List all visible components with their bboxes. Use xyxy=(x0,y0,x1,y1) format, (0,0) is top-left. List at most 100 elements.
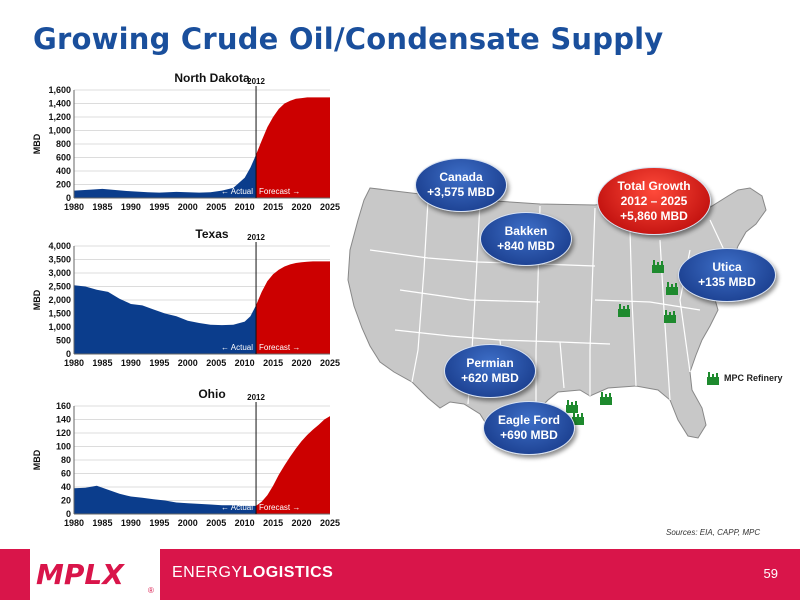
bubble-line: +690 MBD xyxy=(500,428,558,442)
y-tick-label: 3,000 xyxy=(48,268,71,278)
bubble-canada: Canada +3,575 MBD xyxy=(415,158,507,212)
y-tick-label: 4,000 xyxy=(48,241,71,251)
y-tick-label: 500 xyxy=(56,336,71,346)
x-tick-label: 2025 xyxy=(320,518,340,528)
y-tick-label: 1,000 xyxy=(48,126,71,136)
chart-title: North Dakota xyxy=(174,71,250,85)
y-tick-label: 1,000 xyxy=(48,322,71,332)
actual-label: ← Actual xyxy=(221,343,253,352)
y-axis-label: MBD xyxy=(32,133,42,154)
x-tick-label: 1985 xyxy=(92,518,112,528)
bubble-line: Bakken xyxy=(504,224,548,238)
bubble-line: Canada xyxy=(439,170,483,184)
x-tick-label: 2005 xyxy=(206,202,226,212)
marker-label: 2012 xyxy=(247,233,265,242)
bubble-line: +620 MBD xyxy=(461,371,519,385)
forecast-label: Forecast → xyxy=(259,503,300,512)
bubble-eagle-ford: Eagle Ford +690 MBD xyxy=(483,401,575,455)
refinery-icon xyxy=(666,282,678,295)
x-tick-label: 1995 xyxy=(149,518,169,528)
x-tick-label: 2025 xyxy=(320,202,340,212)
svg-text:®: ® xyxy=(148,586,154,595)
y-tick-label: 160 xyxy=(56,401,71,411)
footer-bar: MPLX ® ENERGYLOGISTICS 59 xyxy=(0,549,800,600)
forecast-label: Forecast → xyxy=(259,343,300,352)
footer-tagline: ENERGYLOGISTICS xyxy=(172,564,334,581)
y-tick-label: 2,500 xyxy=(48,282,71,292)
y-tick-label: 0 xyxy=(66,349,71,359)
refinery-icon xyxy=(618,304,630,317)
y-tick-label: 0 xyxy=(66,193,71,203)
y-tick-label: 120 xyxy=(56,428,71,438)
x-tick-label: 1985 xyxy=(92,202,112,212)
y-tick-label: 200 xyxy=(56,180,71,190)
x-tick-label: 2005 xyxy=(206,358,226,368)
x-tick-label: 2010 xyxy=(235,518,255,528)
y-tick-label: 60 xyxy=(61,469,71,479)
marker-label: 2012 xyxy=(247,77,265,86)
forecast-label: Forecast → xyxy=(259,187,300,196)
y-tick-label: 1,400 xyxy=(48,99,71,109)
bubble-line: +840 MBD xyxy=(497,239,555,253)
x-tick-label: 1990 xyxy=(121,202,141,212)
actual-label: ← Actual xyxy=(221,503,253,512)
y-tick-label: 1,500 xyxy=(48,309,71,319)
bubble-line: 2012 – 2025 xyxy=(620,193,688,208)
x-tick-label: 2020 xyxy=(292,358,312,368)
y-tick-label: 1,600 xyxy=(48,85,71,95)
y-tick-label: 20 xyxy=(61,496,71,506)
bubble-utica: Utica +135 MBD xyxy=(678,248,776,302)
bubble-total-growth: Total Growth 2012 – 2025 +5,860 MBD xyxy=(597,167,711,235)
legend-label: MPC Refinery xyxy=(724,373,783,383)
sources-note: Sources: EIA, CAPP, MPC xyxy=(666,528,761,537)
refinery-icon xyxy=(652,260,664,273)
y-tick-label: 80 xyxy=(61,455,71,465)
y-axis-label: MBD xyxy=(32,289,42,310)
x-tick-label: 2005 xyxy=(206,518,226,528)
series-area-forecast xyxy=(256,97,330,198)
y-tick-label: 0 xyxy=(66,509,71,519)
x-tick-label: 1980 xyxy=(64,518,84,528)
bubble-line: +135 MBD xyxy=(698,275,756,289)
x-tick-label: 2000 xyxy=(178,202,198,212)
y-tick-label: 40 xyxy=(61,482,71,492)
bubble-line: Permian xyxy=(466,356,514,370)
y-tick-label: 400 xyxy=(56,166,71,176)
x-tick-label: 1995 xyxy=(149,202,169,212)
y-tick-label: 140 xyxy=(56,415,71,425)
y-tick-label: 100 xyxy=(56,442,71,452)
refinery-icon xyxy=(600,392,612,405)
refinery-icon xyxy=(566,400,578,413)
page-number: 59 xyxy=(763,566,778,581)
series-area-actual xyxy=(74,285,257,354)
x-tick-label: 2000 xyxy=(178,358,198,368)
x-tick-label: 2020 xyxy=(292,202,312,212)
x-tick-label: 2010 xyxy=(235,358,255,368)
x-tick-label: 2015 xyxy=(263,358,283,368)
chart-title: Texas xyxy=(195,227,228,241)
chart-north-dakota: North Dakota 0 200 400 600 800 1,000 1,200 1,400… xyxy=(32,71,340,212)
x-tick-label: 1990 xyxy=(121,518,141,528)
marker-label: 2012 xyxy=(247,393,265,402)
chart-ohio: Ohio 0 20 40 60 80 100 120 140 160 1980 1985 1990 199… xyxy=(32,387,340,528)
x-tick-label: 2015 xyxy=(263,202,283,212)
bubble-permian: Permian +620 MBD xyxy=(444,344,536,398)
map-legend: MPC Refinery xyxy=(706,371,783,385)
chart-title: Ohio xyxy=(198,387,225,401)
x-tick-label: 1980 xyxy=(64,358,84,368)
actual-label: ← Actual xyxy=(221,187,253,196)
y-tick-label: 600 xyxy=(56,153,71,163)
series-area-actual xyxy=(74,485,257,514)
x-tick-label: 1985 xyxy=(92,358,112,368)
bubble-line: Total Growth xyxy=(617,178,691,193)
chart-texas: Texas 0 500 1,000 1,500 2,000 2,500 3,000 3,500 4… xyxy=(32,227,340,368)
x-tick-label: 1995 xyxy=(149,358,169,368)
bubble-bakken: Bakken +840 MBD xyxy=(480,212,572,266)
y-axis-label: MBD xyxy=(32,449,42,470)
refinery-markers xyxy=(566,260,678,425)
bubble-line: +3,575 MBD xyxy=(427,185,495,199)
series-area-actual xyxy=(74,154,257,198)
mplx-logo: MPLX ® xyxy=(30,549,160,600)
bubble-line: Utica xyxy=(712,260,742,274)
page-title: Growing Crude Oil/Condensate Supply xyxy=(33,22,664,56)
